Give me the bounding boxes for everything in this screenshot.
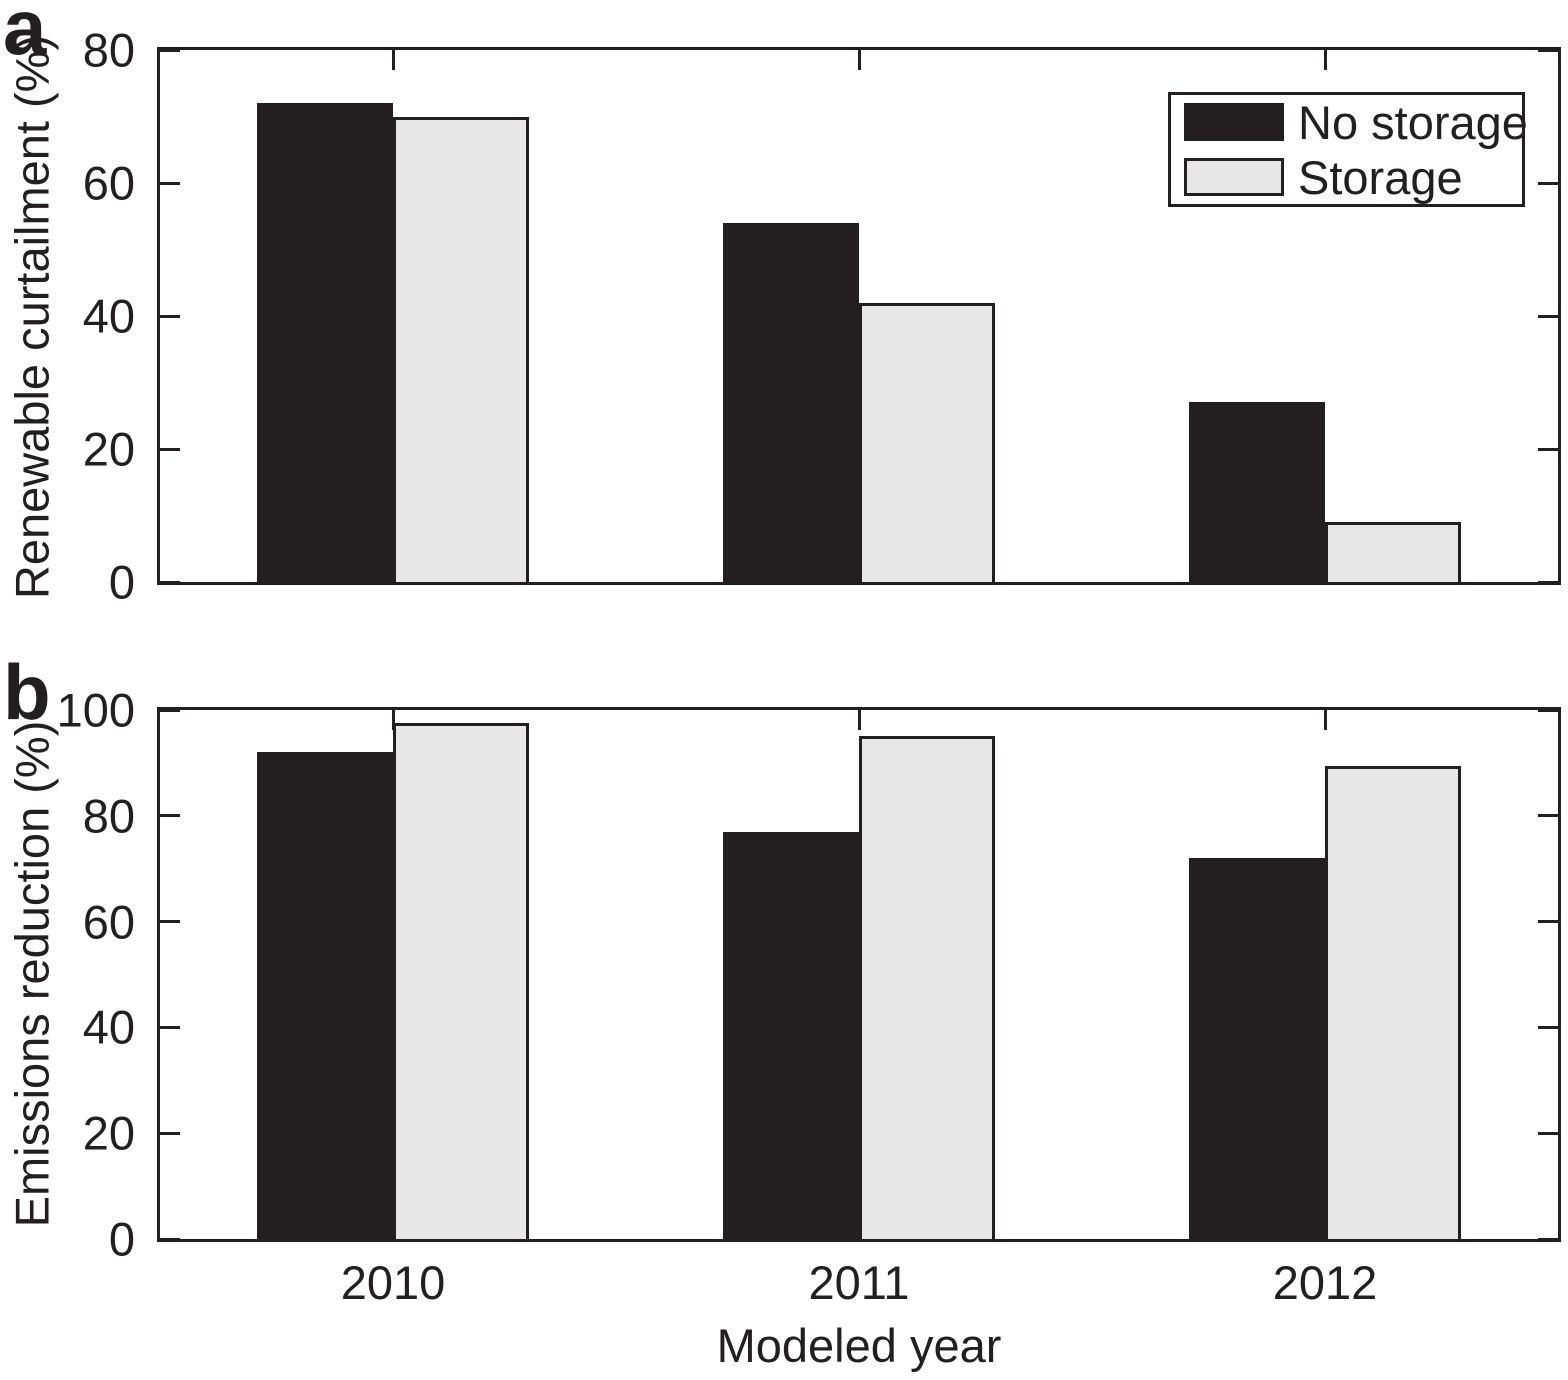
y-tick-mark-b-60 <box>160 920 180 924</box>
x-tick-mark-a-2012 <box>1323 50 1327 70</box>
bar-no-storage-2010 <box>257 103 393 582</box>
y-tick-mark-a-60 <box>160 181 180 185</box>
y-tick-mark-b-60 <box>1538 920 1558 924</box>
y-tick-mark-b-40 <box>160 1025 180 1029</box>
bar-storage-2010 <box>393 116 529 582</box>
y-tick-mark-b-100 <box>160 708 180 712</box>
y-tick-mark-a-20 <box>160 447 180 451</box>
y-tick-mark-a-60 <box>1538 181 1558 185</box>
y-tick-mark-b-80 <box>1538 814 1558 818</box>
y-tick-label-b-0: 0 <box>108 1212 135 1266</box>
x-tick-mark-b-2010 <box>391 710 395 730</box>
y-tick-mark-a-20 <box>1538 447 1558 451</box>
x-category-label-2012: 2012 <box>1272 1256 1378 1309</box>
x-category-label-2010: 2010 <box>340 1256 446 1309</box>
x-axis-title: Modeled year <box>716 1319 1002 1372</box>
plot-inner-b <box>160 708 1558 1241</box>
y-tick-mark-b-20 <box>1538 1131 1558 1135</box>
y-axis-title-b: Emissions reduction (%) <box>5 720 59 1228</box>
bar-no-storage-2010 <box>257 752 393 1239</box>
legend-label-storage: Storage <box>1298 150 1463 204</box>
y-tick-mark-b-40 <box>1538 1025 1558 1029</box>
bar-no-storage-2011 <box>723 222 859 582</box>
legend-row-no-storage: No storage <box>1184 99 1528 146</box>
legend-swatch-storage <box>1184 158 1284 196</box>
bar-storage-2012 <box>1325 765 1461 1239</box>
y-tick-mark-b-20 <box>160 1131 180 1135</box>
y-tick-mark-a-80 <box>1538 48 1558 52</box>
y-tick-mark-b-0 <box>160 1237 180 1241</box>
bar-no-storage-2012 <box>1189 402 1325 582</box>
y-tick-mark-a-0 <box>160 580 180 584</box>
legend-box: No storage Storage <box>1168 92 1528 207</box>
legend-row-storage: Storage <box>1184 154 1522 201</box>
y-tick-label-a-0: 0 <box>108 555 135 609</box>
bar-storage-2011 <box>859 736 995 1239</box>
y-tick-label-a-20: 20 <box>82 422 135 476</box>
plot-area-b <box>157 707 1561 1242</box>
x-tick-mark-a-2010 <box>391 50 395 70</box>
bar-storage-2010 <box>393 723 529 1239</box>
y-tick-mark-b-0 <box>1538 1237 1558 1241</box>
y-tick-label-b-20: 20 <box>82 1106 135 1160</box>
panel-letter-b: b <box>3 648 51 736</box>
y-tick-label-b-60: 60 <box>82 895 135 949</box>
y-tick-label-b-40: 40 <box>82 1000 135 1054</box>
y-tick-mark-a-80 <box>160 48 180 52</box>
y-axis-title-a: Renewable curtailment (%) <box>5 34 59 600</box>
x-category-label-2011: 2011 <box>808 1256 910 1309</box>
y-tick-label-b-80: 80 <box>82 789 135 843</box>
y-tick-mark-b-100 <box>1538 708 1558 712</box>
panel-letter-a: a <box>3 0 47 71</box>
bar-no-storage-2011 <box>723 831 859 1239</box>
x-tick-mark-b-2011 <box>857 710 861 730</box>
y-tick-mark-b-80 <box>160 814 180 818</box>
y-tick-label-a-40: 40 <box>82 289 135 343</box>
bar-storage-2012 <box>1325 522 1461 582</box>
x-tick-mark-a-2011 <box>857 50 861 70</box>
y-tick-mark-a-40 <box>160 314 180 318</box>
legend-label-no-storage: No storage <box>1298 95 1528 149</box>
legend-swatch-no-storage <box>1184 103 1284 141</box>
bar-no-storage-2012 <box>1189 858 1325 1239</box>
y-tick-label-b-100: 100 <box>56 683 135 737</box>
bar-storage-2011 <box>859 302 995 582</box>
y-tick-label-a-80: 80 <box>82 23 135 77</box>
y-tick-label-a-60: 60 <box>82 156 135 210</box>
y-tick-mark-a-40 <box>1538 314 1558 318</box>
x-tick-mark-b-2012 <box>1323 710 1327 730</box>
plot-inner-a <box>160 48 1558 584</box>
y-tick-mark-a-0 <box>1538 580 1558 584</box>
